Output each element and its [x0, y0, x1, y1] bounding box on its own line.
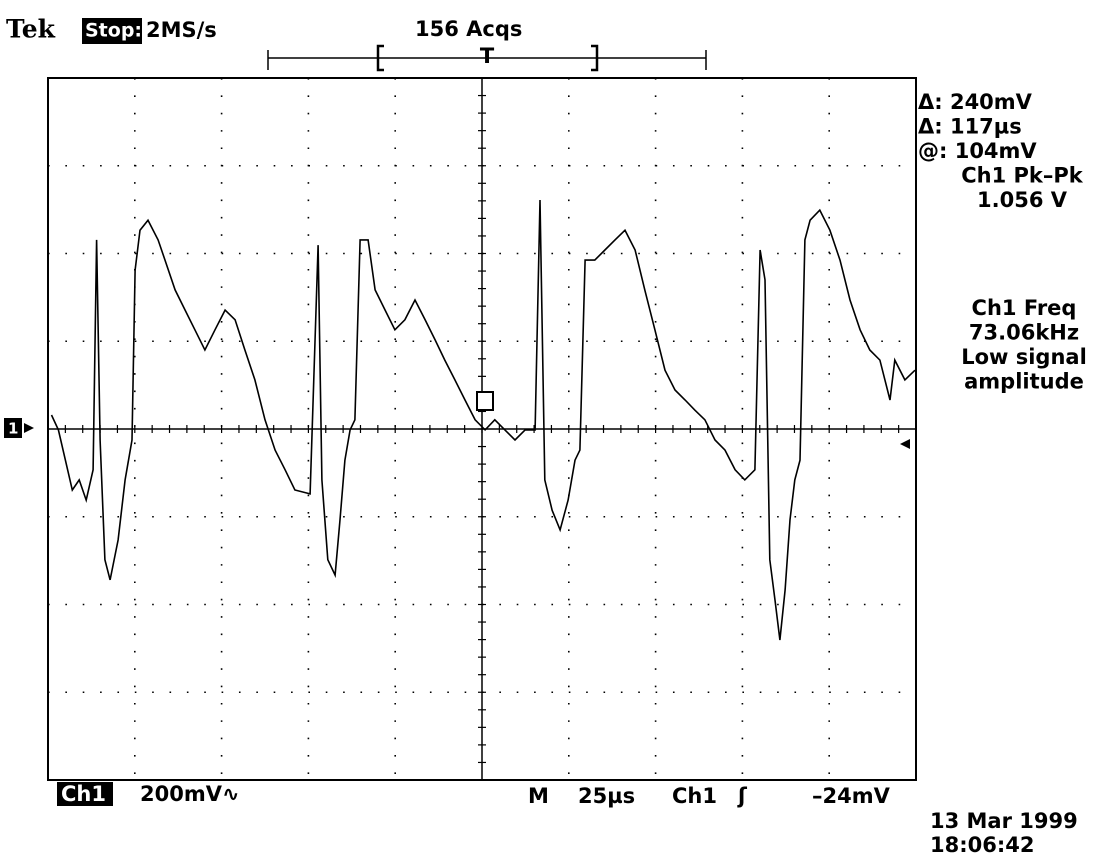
trigger-point: [477, 392, 493, 410]
acquisitions: 156 Acqs: [415, 17, 522, 41]
trigger-position: T: [480, 44, 495, 68]
measurement: Ch1 Freq: [972, 296, 1077, 320]
measurement: Low signal: [961, 345, 1087, 369]
time: 18:06:42: [930, 833, 1034, 856]
mode: M: [528, 784, 549, 808]
readout: 1.056 V: [977, 188, 1068, 212]
vertical-scale: 200mV∿: [140, 782, 240, 806]
channel: Ch1: [61, 782, 106, 806]
trigger-source: Ch1: [672, 784, 717, 808]
readout: Δ: 117µs: [918, 115, 1022, 139]
scope-screen: Tek Stop: 2MS/s 156 Acqs T 1 Δ: 240mVΔ: …: [0, 0, 1103, 856]
brand: Tek: [6, 15, 56, 44]
readout: Δ: 240mV: [918, 90, 1033, 114]
status: Stop:: [85, 20, 142, 42]
timebase: 25µs: [578, 784, 635, 808]
ground-marker: 1: [8, 420, 18, 438]
date: 13 Mar 1999: [930, 809, 1078, 833]
readout: @: 104mV: [918, 139, 1037, 163]
measurement: 73.06kHz: [969, 321, 1079, 345]
sample-rate: 2MS/s: [146, 18, 217, 42]
trigger-slope: ʃ: [737, 784, 748, 808]
trigger-level: –24mV: [812, 784, 891, 808]
readout: Ch1 Pk–Pk: [961, 164, 1084, 188]
measurement: amplitude: [964, 370, 1084, 394]
